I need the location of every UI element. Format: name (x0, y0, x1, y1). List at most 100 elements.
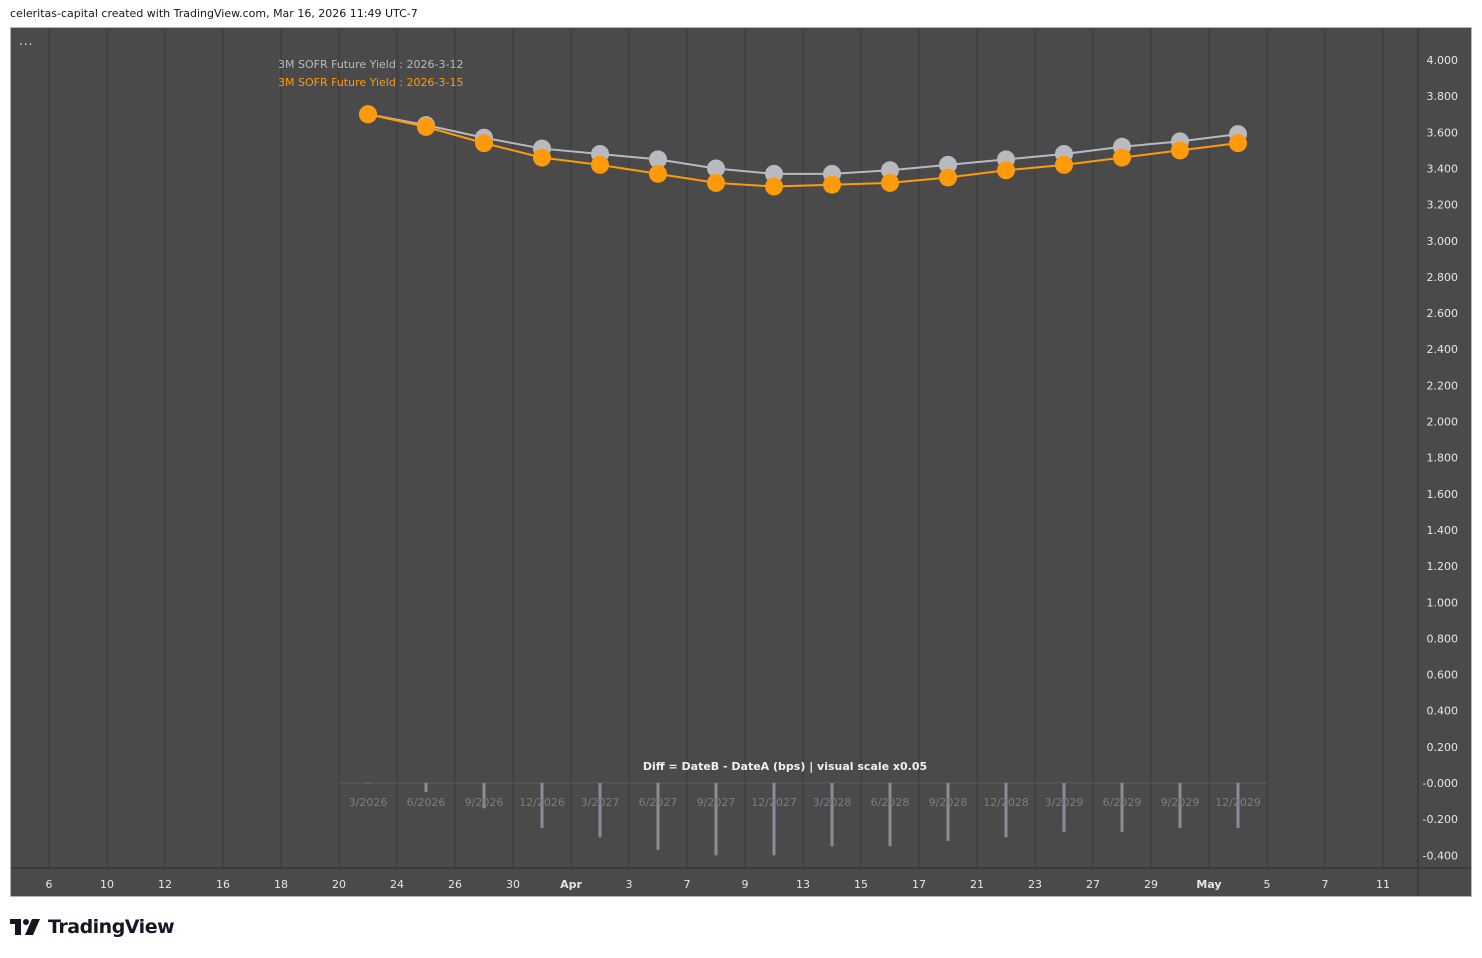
series-1-point[interactable] (881, 161, 899, 180)
diff-bar (1178, 783, 1182, 829)
series-1-point[interactable] (939, 155, 957, 174)
diff-bar (424, 783, 428, 793)
series-2-point[interactable] (1171, 141, 1189, 160)
series-2-point[interactable] (649, 164, 667, 183)
y-tick-label: 1.400 (1427, 524, 1459, 537)
contract-label: 3/2027 (581, 796, 620, 809)
contract-label: 9/2029 (1161, 796, 1200, 809)
y-tick-label: 3.200 (1427, 199, 1459, 212)
legend-series-2: 3M SOFR Future Yield : 2026-3-15 (278, 76, 463, 89)
diff-bar (1004, 783, 1008, 838)
x-tick-label: 11 (1376, 878, 1390, 891)
x-tick-label: May (1196, 878, 1221, 891)
x-tick-label: 7 (684, 878, 691, 891)
y-tick-label: -0.400 (1423, 849, 1458, 862)
tradingview-logo[interactable]: TradingView (10, 916, 175, 938)
legend-series-1: 3M SOFR Future Yield : 2026-3-12 (278, 58, 463, 71)
x-tick-label: 10 (100, 878, 114, 891)
contract-label: 6/2028 (871, 796, 910, 809)
y-tick-label: 2.200 (1427, 379, 1459, 392)
series-2-point[interactable] (939, 168, 957, 187)
diff-bar (772, 783, 776, 856)
series-2-point[interactable] (997, 161, 1015, 180)
x-tick-label: 3 (626, 878, 633, 891)
contract-label: 6/2029 (1103, 796, 1142, 809)
contract-label: 9/2028 (929, 796, 968, 809)
contract-label: 3/2026 (349, 796, 388, 809)
header-credit: celeritas-capital created with TradingVi… (10, 7, 418, 20)
chart-canvas[interactable]: 4.000 3.800 3.600 3.400 3.200 3.000 2.800 2.600… (11, 28, 1471, 896)
chart-frame: 4.000 3.800 3.600 3.400 3.200 3.000 2.800 2.600… (10, 27, 1472, 897)
series-2-point[interactable] (765, 177, 783, 196)
x-tick-label: 6 (46, 878, 53, 891)
contract-label: 9/2026 (465, 796, 504, 809)
y-tick-label: 3.400 (1427, 162, 1459, 175)
series-line-2 (367, 113, 1239, 188)
contract-label: 12/2029 (1215, 796, 1261, 809)
series-line-1 (367, 113, 1239, 175)
diff-title: Diff = DateB - DateA (bps) | visual scal… (643, 760, 927, 773)
diff-bar (1062, 783, 1066, 832)
x-tick-label: 17 (912, 878, 926, 891)
chart-menu-icon[interactable]: ... (19, 34, 34, 48)
series-1-point[interactable] (707, 159, 725, 178)
series-2-point[interactable] (475, 134, 493, 153)
series-2-point[interactable] (1113, 148, 1131, 167)
y-tick-label: 0.200 (1427, 741, 1459, 754)
diff-bar (598, 783, 602, 838)
tradingview-logo-text: TradingView (48, 916, 175, 938)
y-tick-label: -0.200 (1423, 813, 1458, 826)
series-2-point[interactable] (1055, 155, 1073, 174)
series-2-point[interactable] (417, 117, 435, 136)
series-2-point[interactable] (359, 105, 377, 124)
x-tick-label: 23 (1028, 878, 1042, 891)
x-tick-label: 13 (796, 878, 810, 891)
y-tick-label: 3.000 (1427, 235, 1459, 248)
x-tick-label: 5 (1264, 878, 1271, 891)
contract-label: 3/2028 (813, 796, 852, 809)
y-tick-label: 4.000 (1427, 54, 1459, 67)
y-tick-label: 2.800 (1427, 271, 1459, 284)
series-1-point[interactable] (765, 164, 783, 183)
y-tick-label: 3.600 (1427, 126, 1459, 139)
diff-bar (714, 783, 718, 856)
y-tick-label: 1.200 (1427, 560, 1459, 573)
y-tick-label: 0.400 (1427, 705, 1459, 718)
series-2-point[interactable] (591, 155, 609, 174)
y-tick-label: 0.800 (1427, 632, 1459, 645)
x-tick-label: 26 (448, 878, 462, 891)
x-tick-label: 12 (158, 878, 172, 891)
series-2-point[interactable] (533, 148, 551, 167)
x-tick-label: 30 (506, 878, 520, 891)
series-2-point[interactable] (707, 173, 725, 192)
contract-label: 9/2027 (697, 796, 736, 809)
series-1-point[interactable] (649, 150, 667, 169)
contract-label: 6/2026 (407, 796, 446, 809)
x-tick-label: 15 (854, 878, 868, 891)
series-2-point[interactable] (881, 173, 899, 192)
y-tick-label: 2.000 (1427, 416, 1459, 429)
y-tick-label: 1.800 (1427, 452, 1459, 465)
contract-label: 12/2026 (519, 796, 565, 809)
tradingview-logo-icon (10, 919, 40, 935)
series-2-point[interactable] (1229, 134, 1247, 153)
y-tick-label: 2.600 (1427, 307, 1459, 320)
diff-bar (1236, 783, 1240, 829)
diff-bar (1120, 783, 1124, 832)
diff-bar (830, 783, 834, 847)
y-tick-label: 2.400 (1427, 343, 1459, 356)
contract-label: 6/2027 (639, 796, 678, 809)
y-tick-label: 0.600 (1427, 669, 1459, 682)
x-tick-label: 7 (1322, 878, 1329, 891)
contract-label: 12/2028 (983, 796, 1029, 809)
diff-bar (482, 783, 486, 809)
y-tick-label: 3.800 (1427, 90, 1459, 103)
diff-bar (946, 783, 950, 841)
diff-bar (366, 783, 370, 784)
x-tick-label: 20 (332, 878, 346, 891)
series-2-point[interactable] (823, 175, 841, 194)
y-tick-label: 1.600 (1427, 488, 1459, 501)
diff-bar (656, 783, 660, 850)
diff-bar (540, 783, 544, 829)
x-tick-label: Apr (560, 878, 582, 891)
